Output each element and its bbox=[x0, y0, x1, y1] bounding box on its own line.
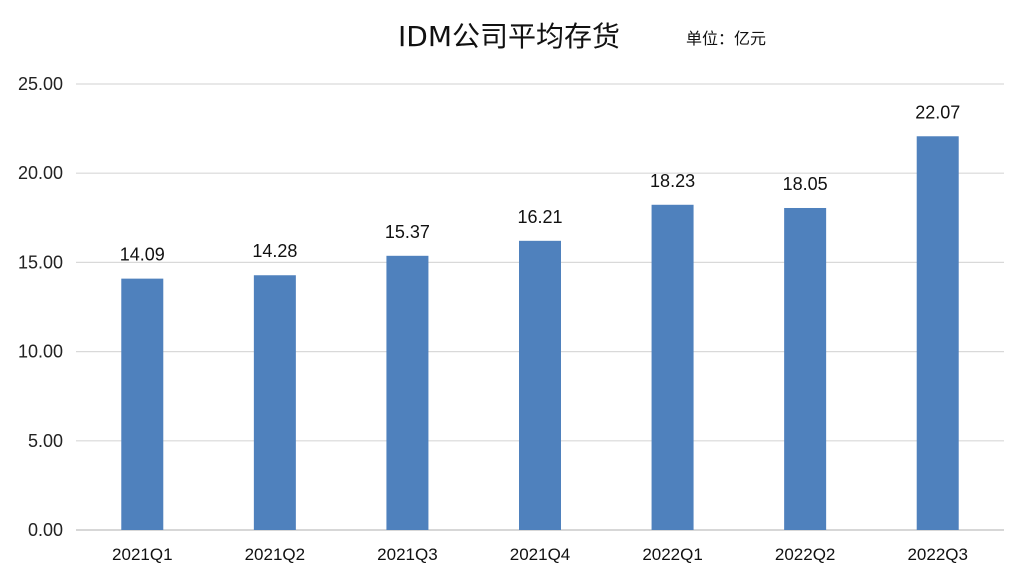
bar-2022Q2 bbox=[784, 207, 827, 530]
x-tick-label: 2022Q1 bbox=[642, 545, 703, 564]
data-label-2021Q3: 15.37 bbox=[385, 222, 430, 242]
data-label-2021Q4: 16.21 bbox=[517, 207, 562, 227]
x-tick-label: 2021Q2 bbox=[245, 545, 306, 564]
y-tick-label: 15.00 bbox=[18, 252, 63, 272]
bar-2022Q1 bbox=[651, 204, 694, 530]
y-tick-label: 25.00 bbox=[18, 74, 63, 94]
x-tick-label: 2021Q4 bbox=[510, 545, 571, 564]
bar-2021Q3 bbox=[386, 255, 429, 530]
y-tick-label: 0.00 bbox=[28, 520, 63, 540]
bar-2021Q4 bbox=[519, 240, 561, 530]
bar-2022Q3 bbox=[916, 136, 959, 531]
bars bbox=[121, 136, 959, 531]
unit-label: 单位：亿元 bbox=[686, 29, 766, 48]
chart-title: IDM公司平均存货 bbox=[398, 20, 620, 53]
data-label-2021Q2: 14.28 bbox=[252, 241, 297, 261]
y-tick-label: 10.00 bbox=[18, 342, 63, 362]
bar-2021Q2 bbox=[253, 275, 296, 530]
bar-2021Q1 bbox=[121, 278, 164, 530]
data-label-2022Q2: 18.05 bbox=[783, 174, 828, 194]
y-axis-ticks: 0.00 5.00 10.00 15.00 20.00 25.00 bbox=[18, 74, 63, 540]
x-axis-ticks: 2021Q1 2021Q2 2021Q3 2021Q4 2022Q1 2022Q2 2022… bbox=[112, 545, 968, 564]
y-tick-label: 5.00 bbox=[28, 431, 63, 451]
data-labels: 14.09 14.28 15.37 16.21 18.23 18.05 22.07 bbox=[120, 102, 960, 264]
y-tick-label: 20.00 bbox=[18, 163, 63, 183]
x-tick-label: 2021Q1 bbox=[112, 545, 173, 564]
data-label-2021Q1: 14.09 bbox=[120, 245, 165, 265]
data-label-2022Q3: 22.07 bbox=[915, 102, 960, 122]
data-label-2022Q1: 18.23 bbox=[650, 171, 695, 191]
x-tick-label: 2021Q3 bbox=[377, 545, 438, 564]
x-tick-label: 2022Q2 bbox=[775, 545, 836, 564]
x-tick-label: 2022Q3 bbox=[907, 545, 968, 564]
